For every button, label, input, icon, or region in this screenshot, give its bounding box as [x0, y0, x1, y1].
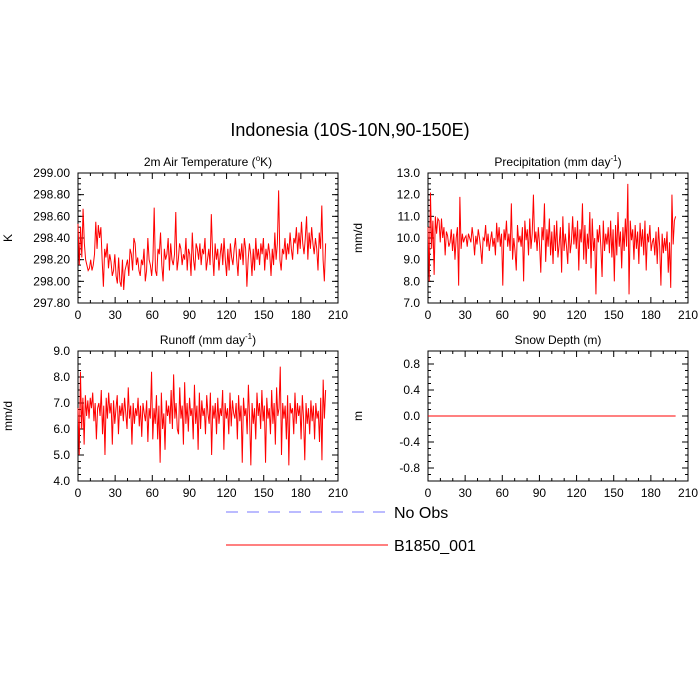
y-tick-label: 8.0 — [403, 274, 420, 288]
y-tick-label: 298.00 — [33, 274, 70, 288]
x-tick-label: 120 — [567, 308, 587, 322]
x-tick-label: 30 — [458, 308, 472, 322]
figure-title: Indonesia (10S-10N,90-150E) — [230, 120, 469, 140]
panel-1: 2m Air Temperature (oK) K 0 30 60 90 120 150 180… — [1, 154, 348, 322]
y-tick-label: 297.80 — [33, 296, 70, 310]
y-axis-label: mm/d — [351, 223, 365, 253]
y-tick-label: 6.0 — [53, 422, 70, 436]
legend-entry: B1850_001 — [226, 538, 476, 555]
series-line-B1850_001 — [77, 366, 327, 466]
y-tick-label: 298.20 — [33, 253, 70, 267]
x-tick-label: 210 — [678, 486, 698, 500]
x-tick-label: 30 — [458, 486, 472, 500]
panel-3: Runoff (mm day-1) mm/d 0 30 60 90 120 150 180 210… — [1, 332, 348, 500]
x-tick-label: 0 — [75, 486, 82, 500]
x-tick-label: 60 — [146, 308, 160, 322]
y-tick-label: 10.0 — [397, 231, 421, 245]
x-tick-label: 0 — [425, 308, 432, 322]
y-tick-label: 298.80 — [33, 188, 70, 202]
x-tick-label: 210 — [328, 486, 348, 500]
panel-title-end: ) — [618, 155, 622, 169]
x-tick-label: 60 — [496, 308, 510, 322]
y-axis-label: m — [351, 411, 365, 421]
panel-title-main: Snow Depth (m) — [515, 333, 602, 347]
x-tick-label: 120 — [567, 486, 587, 500]
x-tick-label: 150 — [254, 308, 274, 322]
y-tick-label: 298.60 — [33, 209, 70, 223]
y-tick-label: 13.0 — [397, 166, 421, 180]
x-tick-label: 150 — [604, 308, 624, 322]
y-tick-label: 299.00 — [33, 166, 70, 180]
panel-title: Runoff (mm day-1) — [160, 332, 256, 347]
y-tick-label: 298.40 — [33, 231, 70, 245]
y-axis-label: K — [1, 234, 15, 242]
y-tick-label: 0.0 — [403, 409, 420, 423]
y-tick-label: 0.4 — [403, 383, 420, 397]
y-tick-label: 11.0 — [398, 209, 421, 223]
x-tick-label: 90 — [183, 308, 197, 322]
panel-title-end: ) — [252, 333, 256, 347]
x-tick-label: 60 — [496, 486, 510, 500]
x-tick-label: 180 — [641, 486, 661, 500]
x-tick-label: 30 — [108, 486, 122, 500]
y-tick-label: -0.8 — [399, 461, 420, 475]
x-tick-label: 90 — [533, 486, 547, 500]
panel-title: Precipitation (mm day-1) — [494, 154, 621, 169]
x-tick-label: 30 — [108, 308, 122, 322]
x-tick-label: 0 — [75, 308, 82, 322]
x-tick-label: 90 — [533, 308, 547, 322]
panel-title-main: Precipitation (mm day — [494, 155, 610, 169]
series-line-B1850_001 — [77, 190, 327, 291]
panel-title: 2m Air Temperature (oK) — [144, 154, 272, 169]
series-line-B1850_001 — [427, 183, 677, 295]
panel-title-sup: o — [256, 154, 261, 163]
y-tick-label: 0.8 — [403, 357, 420, 371]
x-tick-label: 90 — [183, 486, 197, 500]
x-tick-label: 210 — [678, 308, 698, 322]
panels: 2m Air Temperature (oK) K 0 30 60 90 120 150 180… — [1, 154, 698, 500]
y-axis-label: mm/d — [1, 401, 15, 431]
panel-title: Snow Depth (m) — [515, 333, 602, 347]
panel-title-main: 2m Air Temperature ( — [144, 155, 256, 169]
panel-title-sup: -1 — [610, 154, 618, 163]
panel-title-sup: -1 — [245, 332, 253, 341]
x-tick-label: 120 — [217, 486, 237, 500]
x-tick-label: 180 — [641, 308, 661, 322]
x-tick-label: 180 — [291, 308, 311, 322]
y-tick-label: 7.0 — [53, 396, 70, 410]
legend-entry: No Obs — [226, 505, 448, 522]
y-tick-label: 4.0 — [53, 474, 70, 488]
legend: No Obs B1850_001 — [226, 505, 476, 555]
x-tick-label: 210 — [328, 308, 348, 322]
y-tick-label: 7.0 — [403, 296, 420, 310]
panel-title-main: Runoff (mm day — [160, 333, 245, 347]
panel-2: Precipitation (mm day-1) mm/d 0 30 60 90 120 15… — [351, 154, 698, 322]
panel-title-end: K) — [260, 155, 272, 169]
x-tick-label: 120 — [217, 308, 237, 322]
y-tick-label: -0.4 — [399, 435, 420, 449]
x-tick-label: 60 — [146, 486, 160, 500]
y-tick-label: 12.0 — [397, 188, 421, 202]
y-tick-label: 9.0 — [53, 344, 70, 358]
y-tick-label: 9.0 — [403, 253, 420, 267]
x-tick-label: 150 — [604, 486, 624, 500]
y-tick-label: 5.0 — [53, 448, 70, 462]
legend-label: No Obs — [394, 505, 448, 522]
x-tick-label: 150 — [254, 486, 274, 500]
x-tick-label: 0 — [425, 486, 432, 500]
legend-label: B1850_001 — [394, 538, 476, 555]
y-tick-label: 8.0 — [53, 370, 70, 384]
panel-4: Snow Depth (m) m 0 30 60 90 120 150 180 210 -0.8 -0… — [351, 333, 698, 500]
x-tick-label: 180 — [291, 486, 311, 500]
